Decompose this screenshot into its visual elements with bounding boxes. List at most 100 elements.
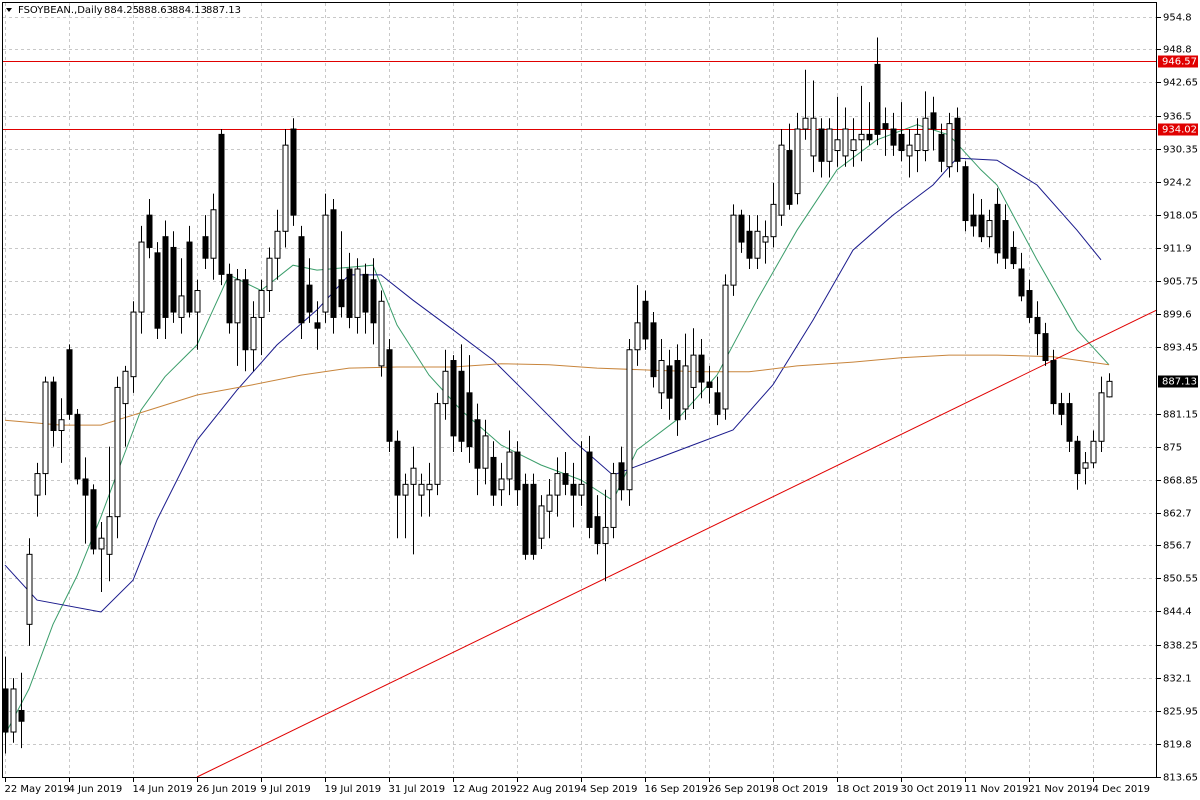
candle-body	[34, 473, 41, 496]
candle-body	[674, 360, 681, 421]
moving-average	[4, 157, 1102, 613]
candle-body	[314, 322, 321, 329]
candle-body	[74, 413, 81, 480]
candle-body	[690, 354, 697, 388]
y-tick-label: 832.1	[1163, 674, 1192, 685]
candle-body	[1074, 440, 1081, 475]
candle-body	[1106, 380, 1113, 398]
candle-body	[58, 419, 65, 432]
candle-body	[1066, 403, 1073, 442]
candle-body	[474, 419, 481, 469]
x-tick-label: 4 Jun 2019	[69, 784, 123, 795]
candle-body	[154, 252, 161, 329]
x-tick-label: 18 Oct 2019	[837, 784, 899, 795]
candle-body	[786, 150, 793, 205]
candle-body	[138, 241, 145, 313]
candle-body	[898, 133, 905, 152]
header-open: 884.25	[104, 5, 139, 16]
candle-body	[402, 483, 409, 496]
candle-body	[410, 467, 417, 485]
candle-body	[906, 144, 913, 157]
candle-body	[370, 279, 377, 324]
candle-body	[530, 483, 537, 555]
candle-body	[626, 349, 633, 491]
candle-body	[90, 489, 97, 550]
candle-body	[946, 123, 953, 168]
candle-body	[258, 290, 265, 318]
y-tick-label: 924.2	[1163, 178, 1192, 189]
candle-body	[618, 462, 625, 491]
candle-body	[1010, 246, 1017, 265]
candle-body	[794, 128, 801, 195]
candle-body	[994, 203, 1001, 254]
candle-body	[954, 117, 961, 162]
menu-arrow[interactable]	[6, 8, 12, 12]
candle-body	[1082, 462, 1089, 469]
y-tick-label: 819.8	[1163, 740, 1192, 751]
candle-body	[210, 209, 217, 259]
x-tick-label: 9 Jul 2019	[261, 784, 311, 795]
x-tick-label: 19 Jul 2019	[325, 784, 382, 795]
trendline	[196, 309, 1158, 778]
candle-body	[762, 236, 769, 243]
candle-body	[10, 688, 17, 733]
candle-body	[42, 381, 49, 475]
y-tick-label: 850.55	[1163, 574, 1198, 585]
x-tick-label: 21 Nov 2019	[1029, 784, 1093, 795]
candle-body	[66, 349, 73, 415]
x-tick-label: 4 Sep 2019	[581, 784, 638, 795]
candle-body	[1002, 220, 1009, 259]
candle-body	[922, 117, 929, 152]
candle-body	[274, 230, 281, 259]
candle-body	[18, 709, 25, 722]
y-tick-label: 862.7	[1163, 509, 1192, 520]
plot-border	[2, 2, 1157, 778]
candle-body	[682, 365, 689, 410]
candle-body	[650, 322, 657, 378]
candle-body	[146, 214, 153, 248]
candle-body	[546, 494, 553, 512]
candle-body	[378, 300, 385, 367]
candle-body	[426, 483, 433, 491]
candle-body	[570, 483, 577, 496]
candle-body	[594, 516, 601, 545]
moving-average	[4, 354, 1110, 426]
grid	[3, 3, 1156, 778]
candle-body	[330, 209, 337, 318]
candle-body	[730, 214, 737, 286]
candle-body	[162, 236, 169, 318]
x-tick-label: 8 Oct 2019	[773, 784, 828, 795]
candle-body	[82, 478, 89, 496]
y-tick-label: 868.85	[1163, 476, 1198, 487]
y-tick-label: 875	[1163, 443, 1182, 454]
y-tick-label: 838.25	[1163, 641, 1198, 652]
candle-body	[810, 117, 817, 157]
y-tick-label: 911.9	[1163, 244, 1192, 255]
candle-body	[2, 688, 9, 733]
candle-body	[250, 316, 257, 351]
candle-body	[394, 440, 401, 496]
candle-body	[1050, 360, 1057, 405]
candle-body	[1034, 316, 1041, 335]
candle-body	[50, 381, 57, 432]
candle-body	[442, 370, 449, 405]
candle-body	[290, 128, 297, 216]
x-tick-label: 31 Jul 2019	[389, 784, 446, 795]
candle-body	[490, 456, 497, 496]
candle-body	[514, 451, 521, 491]
y-tick-label: 954.8	[1163, 13, 1192, 24]
candle-body	[306, 284, 313, 313]
y-tick-label: 899.6	[1163, 310, 1192, 321]
y-tick-label: 905.75	[1163, 277, 1198, 288]
candle-body	[722, 284, 729, 410]
candle-body	[354, 268, 361, 318]
candle-body	[826, 128, 833, 162]
x-tick-label: 11 Nov 2019	[965, 784, 1029, 795]
candle-body	[842, 128, 849, 157]
candle-body	[554, 473, 561, 496]
candle-body	[666, 365, 673, 399]
y-tick-label: 813.65	[1163, 773, 1198, 784]
y-tick-label: 881.15	[1163, 410, 1198, 421]
candle-body	[978, 214, 985, 238]
